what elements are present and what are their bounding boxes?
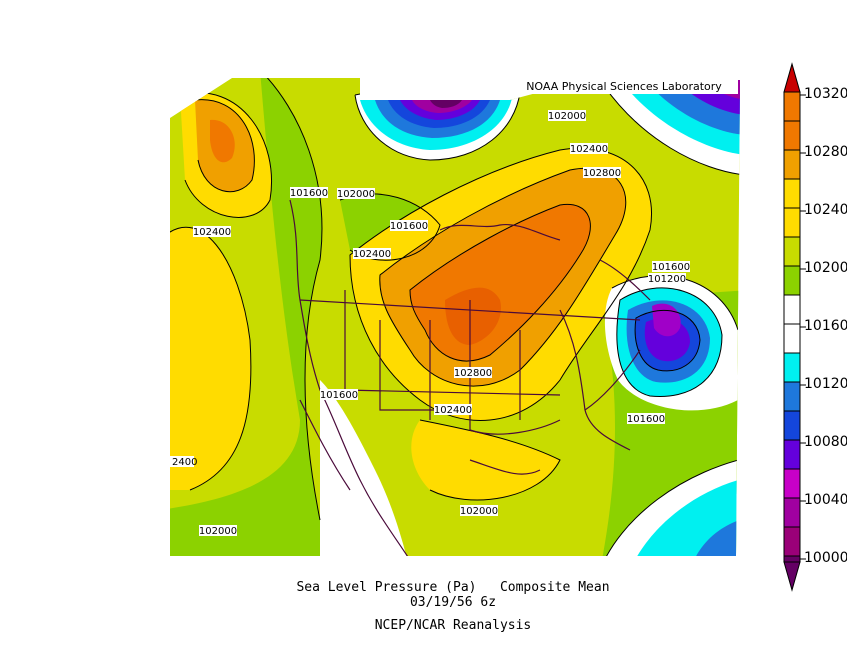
colorbar-label: 10280: [804, 144, 847, 160]
colorbar-label: 10120: [804, 376, 847, 392]
svg-text:101600: 101600: [627, 414, 665, 425]
svg-text:101600: 101600: [390, 221, 428, 232]
svg-text:102400: 102400: [353, 249, 391, 260]
contour-label: 101600: [290, 187, 328, 199]
colorbar-label: 10240: [804, 202, 847, 218]
svg-text:102400: 102400: [434, 405, 472, 416]
svg-text:101200: 101200: [648, 274, 686, 285]
credit-text: NOAA Physical Sciences Laboratory: [526, 80, 722, 93]
contour-label: 102800: [583, 167, 621, 179]
coastlines-and-borders: [289, 199, 651, 556]
contour-label: 102000: [199, 525, 237, 537]
colorbar-bottom-arrow: [783, 561, 801, 592]
contour-label: 101600: [320, 389, 358, 401]
colorbar-label: 10200: [804, 260, 847, 276]
colorbar-label: 10320: [804, 86, 847, 102]
contour-label: 101600: [390, 220, 428, 232]
figure-title: Sea Level Pressure (Pa) Composite Mean: [296, 580, 610, 595]
svg-text:101600: 101600: [320, 390, 358, 401]
colorbar-label: 10040: [804, 492, 847, 508]
contour-label: 101600: [652, 261, 690, 273]
figure-source: NCEP/NCAR Reanalysis: [374, 618, 532, 633]
contour-label: 102800: [454, 367, 492, 379]
colorbar-top-arrow: [783, 62, 801, 93]
credit-box: [512, 78, 738, 94]
contour-label: 102000: [460, 505, 498, 517]
colorbar-label: 10160: [804, 318, 847, 334]
contour-label: 2400: [170, 456, 197, 468]
contour-label: 102000: [548, 110, 586, 122]
svg-text:102800: 102800: [583, 168, 621, 179]
svg-text:102400: 102400: [193, 227, 231, 238]
contour-labels: 102000 102400 102800 101600 102000 10160…: [170, 110, 690, 537]
svg-text:102800: 102800: [454, 368, 492, 379]
contour-label: 102400: [353, 248, 391, 260]
colorbar-label: 10080: [804, 434, 847, 450]
pressure-field: [170, 78, 740, 556]
contour-label: 101600: [627, 413, 665, 425]
contour-label: 102400: [434, 404, 472, 416]
svg-text:102000: 102000: [460, 506, 498, 517]
svg-text:101600: 101600: [290, 188, 328, 199]
contour-label: 102400: [193, 226, 231, 238]
contour-label: 102000: [337, 188, 375, 200]
svg-text:102000: 102000: [199, 526, 237, 537]
colorbar: [783, 62, 806, 592]
contour-label: 102400: [570, 143, 608, 155]
svg-text:102000: 102000: [337, 189, 375, 200]
svg-text:2400: 2400: [172, 457, 197, 468]
svg-text:102400: 102400: [570, 144, 608, 155]
svg-text:101600: 101600: [652, 262, 690, 273]
contour-label: 101200: [648, 273, 686, 285]
colorbar-label: 10000: [804, 550, 847, 566]
figure-date: 03/19/56 6z: [409, 595, 497, 610]
svg-text:102000: 102000: [548, 111, 586, 122]
